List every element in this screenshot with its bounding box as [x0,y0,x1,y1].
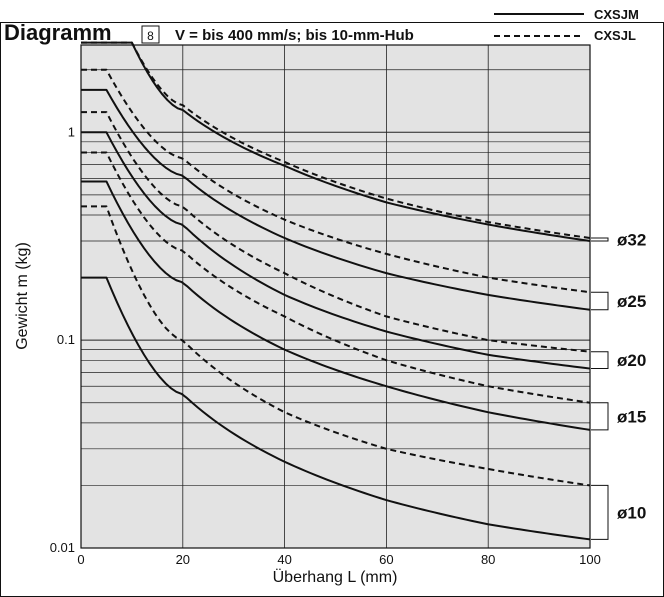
y-tick-label: 0.01 [50,540,75,555]
group-label: ø20 [617,351,646,370]
group-label: ø15 [617,407,646,426]
y-tick-label: 1 [68,124,75,139]
x-tick-label: 40 [277,552,291,567]
series-line-cxsjl-d25 [81,68,591,294]
x-tick-label: 60 [379,552,393,567]
x-tick-label: 100 [579,552,601,567]
group-labels: ø32 ø25 ø20 ø15 ø10 [591,230,646,540]
grid [81,45,590,548]
x-axis-label: Überhang L (mm) [273,568,398,586]
group-bracket [591,484,609,540]
x-tick-label: 20 [176,552,190,567]
plot-area [81,45,590,548]
group-label: ø32 [617,230,646,249]
x-tick-label: 0 [77,552,84,567]
series-line-cxsjm-d10 [81,276,591,541]
group-label: ø10 [617,503,646,522]
series-line-cxsjl-d10 [81,205,591,487]
series-line-cxsjm-d15 [81,180,591,431]
group-bracket [591,351,609,370]
series-line-cxsjm-d20 [81,131,591,370]
series-layer [81,41,591,541]
group-bracket [591,291,609,311]
group-bracket [591,237,609,242]
title-badge-box [141,25,160,44]
series-line-cxsjl-d15 [81,151,591,404]
series-line-cxsjm-d32 [81,41,591,242]
plot-border [80,44,591,549]
chart-title: Diagramm [4,20,112,45]
x-tick-labels: 0 20 40 60 80 100 [77,552,600,567]
legend-label-solid: CXSJM [594,7,639,22]
y-axis-label: Gewicht m (kg) [14,242,31,350]
legend-label-dashed: CXSJL [594,28,636,43]
group-label: ø25 [617,292,646,311]
series-line-cxsjm-d25 [81,88,591,311]
legend: CXSJM CXSJL [494,7,639,43]
chart-subtitle: V = bis 400 mm/s; bis 10-mm-Hub [175,27,414,44]
x-tick-label: 80 [481,552,495,567]
group-bracket [591,402,609,431]
title-badge: 8 [147,29,154,43]
y-tick-label: 0.1 [57,332,75,347]
y-tick-labels: 0.01 0.1 1 [50,124,75,555]
